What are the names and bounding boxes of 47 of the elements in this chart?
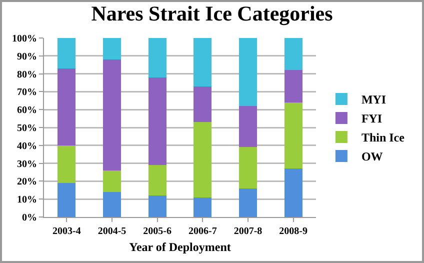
x-tick-label: 2007-8 xyxy=(234,226,262,237)
y-tick-label: 70% xyxy=(17,87,37,98)
bar xyxy=(102,192,122,217)
x-tick-label: 2005-6 xyxy=(143,226,172,237)
bar xyxy=(238,106,258,148)
legend-label: FYI xyxy=(361,112,382,126)
bar xyxy=(284,102,302,169)
bar xyxy=(102,59,122,170)
bar xyxy=(194,197,212,217)
bar xyxy=(102,38,122,60)
bar xyxy=(58,68,76,146)
y-tick-label: 100% xyxy=(12,34,37,44)
y-tick-label: 60% xyxy=(17,105,37,116)
bar xyxy=(148,196,166,217)
bar xyxy=(194,86,212,122)
bar xyxy=(58,182,76,217)
y-tick-label: 10% xyxy=(17,194,37,206)
bar xyxy=(148,165,166,196)
bar xyxy=(58,145,76,183)
bar xyxy=(238,38,258,106)
bar xyxy=(284,70,302,102)
y-tick-label: 20% xyxy=(17,176,37,188)
x-tick-label: 2006-7 xyxy=(188,226,217,237)
y-tick-label: 40% xyxy=(17,140,37,152)
legend-label: MYI xyxy=(361,92,386,107)
bar xyxy=(284,38,302,70)
x-tick-label: 2003-4 xyxy=(52,226,81,237)
y-tick-label: 0% xyxy=(22,212,37,224)
chart-title: Nares Strait Ice Categories xyxy=(91,2,333,26)
bar xyxy=(102,170,122,192)
y-tick-label: 50% xyxy=(17,123,37,134)
x-tick-label: 2004-5 xyxy=(98,226,126,237)
y-tick-label: 90% xyxy=(17,51,37,62)
y-tick-label: 80% xyxy=(17,69,37,80)
legend-label: Thin Ice xyxy=(361,130,406,145)
bar xyxy=(148,77,166,166)
legend-label: OW xyxy=(361,150,383,164)
bar xyxy=(58,38,76,68)
y-tick-label: 30% xyxy=(17,158,37,170)
bar xyxy=(284,168,302,217)
x-tick-label: 2008-9 xyxy=(279,226,308,237)
x-axis-title: Year of Deployment xyxy=(129,240,231,254)
bar xyxy=(194,38,212,86)
bar xyxy=(238,188,258,217)
bar xyxy=(194,122,212,198)
bar xyxy=(238,147,258,188)
bar xyxy=(148,38,166,78)
